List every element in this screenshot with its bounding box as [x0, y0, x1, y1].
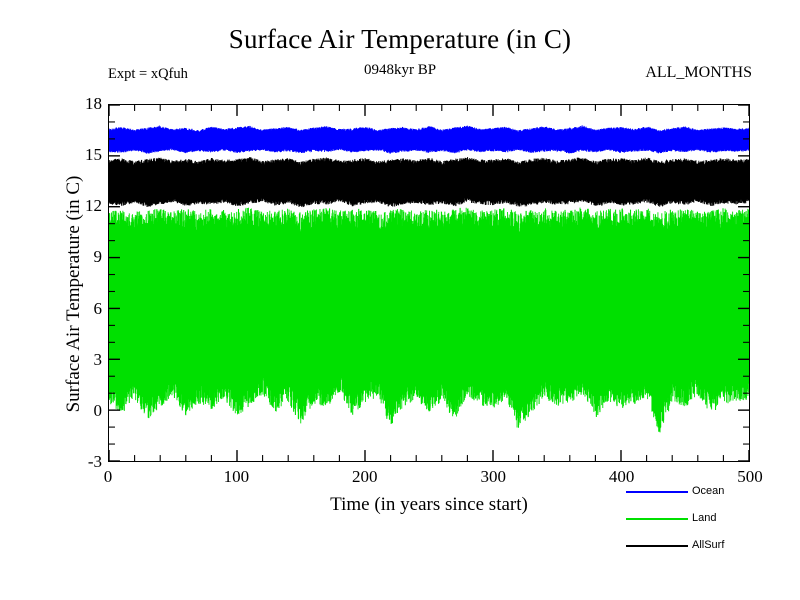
- x-tick-label: 200: [352, 467, 378, 486]
- x-tick-label: 400: [608, 467, 635, 486]
- period-label: 0948kyr BP: [363, 62, 437, 78]
- y-axis-tick-labels: -3 0 3 6 9 12 15 18: [52, 0, 102, 600]
- y-tick-label: 6: [93, 298, 103, 318]
- x-axis-label: Time (in years since start): [330, 494, 528, 515]
- y-tick-label: 12: [85, 196, 102, 216]
- y-tick-label: 18: [85, 94, 102, 113]
- x-tick-label: 300: [480, 467, 506, 486]
- legend-label: Land: [692, 512, 717, 524]
- x-tick-label: 0: [103, 467, 113, 486]
- y-tick-label: 15: [85, 145, 102, 165]
- legend-swatch-land: [626, 518, 688, 520]
- legend-label: Ocean: [692, 485, 725, 497]
- series-land: [109, 207, 749, 433]
- x-tick-label: 500: [737, 467, 763, 486]
- legend: Ocean Land AllSurf: [626, 484, 786, 565]
- legend-swatch-allsurf: [626, 545, 688, 547]
- series-ocean: [109, 125, 749, 154]
- series-plot: [109, 125, 749, 433]
- chart-title: Surface Air Temperature (in C): [228, 24, 572, 54]
- legend-item-land[interactable]: Land: [626, 511, 786, 538]
- legend-item-allsurf[interactable]: AllSurf: [626, 538, 786, 565]
- legend-swatch-ocean: [626, 491, 688, 493]
- y-tick-label: -3: [87, 452, 102, 471]
- experiment-label: Expt = xQfuh: [108, 66, 188, 82]
- months-label: ALL_MONTHS: [645, 64, 752, 81]
- y-tick-label: 3: [93, 349, 103, 369]
- legend-label: AllSurf: [692, 539, 725, 551]
- x-tick-label: 100: [223, 467, 250, 486]
- legend-item-ocean[interactable]: Ocean: [626, 484, 786, 511]
- y-tick-label: 0: [93, 400, 103, 420]
- series-allsurf: [109, 157, 749, 208]
- plot-area: [108, 104, 750, 462]
- y-tick-label: 9: [93, 247, 103, 267]
